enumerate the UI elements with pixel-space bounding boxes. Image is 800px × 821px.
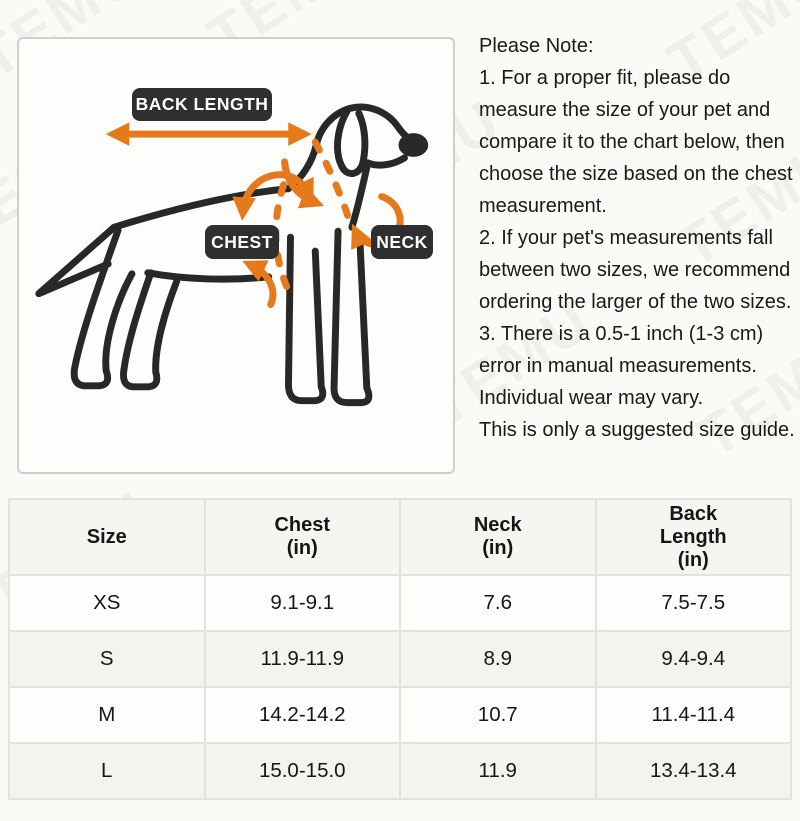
col-header-size: Size [8,498,206,576]
size-row-s: S 11.9-11.9 8.9 9.4-9.4 [8,630,792,688]
size-row-xs: XS 9.1-9.1 7.6 7.5-7.5 [8,574,792,632]
cell-size: XS [8,574,206,632]
cell-neck: 11.9 [399,742,597,800]
col-header-neck-line: Neck [473,514,522,536]
cell-back-length: 9.4-9.4 [594,630,792,688]
cell-back-length: 13.4-13.4 [594,742,792,800]
dog-back [110,185,292,231]
note-line-1: 1. For a proper fit, please do measure t… [479,67,793,217]
dog-measurement-diagram: BACK LENGTH CHEST NECK [17,37,455,474]
col-header-chest-line: Chest [274,514,331,536]
dog-hind-leg-inner [120,269,181,391]
col-header-size-line: Size [86,525,127,548]
dog-nose [398,133,429,157]
cell-size: S [8,630,206,688]
cell-back-length: 7.5-7.5 [594,574,792,632]
dog-hind-leg-outer [70,226,136,390]
dog-tail [35,223,118,298]
cell-chest: 11.9-11.9 [203,630,401,688]
dog-belly [144,269,273,283]
chest-loop-arrow [232,171,314,221]
dog-outline [35,103,429,407]
note-line-2: 2. If your pet's measurements fall betwe… [479,227,792,313]
dog-diagram-svg [35,103,429,407]
col-header-back-length: Back Length (in) [594,498,792,576]
size-row-l: L 15.0-15.0 11.9 13.4-13.4 [8,742,792,800]
col-header-back-line2: Length [659,525,727,548]
size-table-header-row: Size Chest (in) Neck (in) Back Length (i… [8,498,792,576]
col-header-chest: Chest (in) [203,498,401,576]
dog-front-leg-left [285,233,327,405]
size-chart-table: Size Chest (in) Neck (in) Back Length (i… [8,498,792,800]
note-line-5: This is only a suggested size guide. [479,419,795,441]
chest-label-chip: CHEST [205,225,279,259]
note-line-3: 3. There is a 0.5-1 inch (1-3 cm) error … [479,323,764,377]
col-header-neck: Neck (in) [399,498,597,576]
please-note-title: Please Note: [479,35,594,57]
chest-up-arrow [242,260,277,309]
cell-back-length: 11.4-11.4 [594,686,792,744]
cell-size: L [8,742,206,800]
shoulder-arrow [281,158,325,209]
cell-chest: 9.1-9.1 [203,574,401,632]
cell-neck: 10.7 [399,686,597,744]
col-header-back-line1: Back [669,502,718,525]
dog-neck-head [285,103,413,193]
col-header-chest-unit: (in) [286,537,318,559]
col-header-back-unit: (in) [677,548,709,571]
dog-front-leg-right [330,227,373,407]
size-row-m: M 14.2-14.2 10.7 11.4-11.4 [8,686,792,744]
neck-label-chip: NECK [371,225,433,259]
back-length-label-chip: BACK LENGTH [132,88,272,121]
measurement-annotations [105,122,404,309]
cell-neck: 7.6 [399,574,597,632]
neck-girth-dashed-line [311,138,356,233]
cell-neck: 8.9 [399,630,597,688]
please-note-section: Please Note: 1. For a proper fit, please… [479,30,800,446]
cell-size: M [8,686,206,744]
cell-chest: 14.2-14.2 [203,686,401,744]
note-line-4: Individual wear may vary. [479,387,704,409]
col-header-neck-unit: (in) [482,537,514,559]
dog-ear [334,107,369,177]
cell-chest: 15.0-15.0 [203,742,401,800]
dog-jaw-throat [348,154,408,231]
